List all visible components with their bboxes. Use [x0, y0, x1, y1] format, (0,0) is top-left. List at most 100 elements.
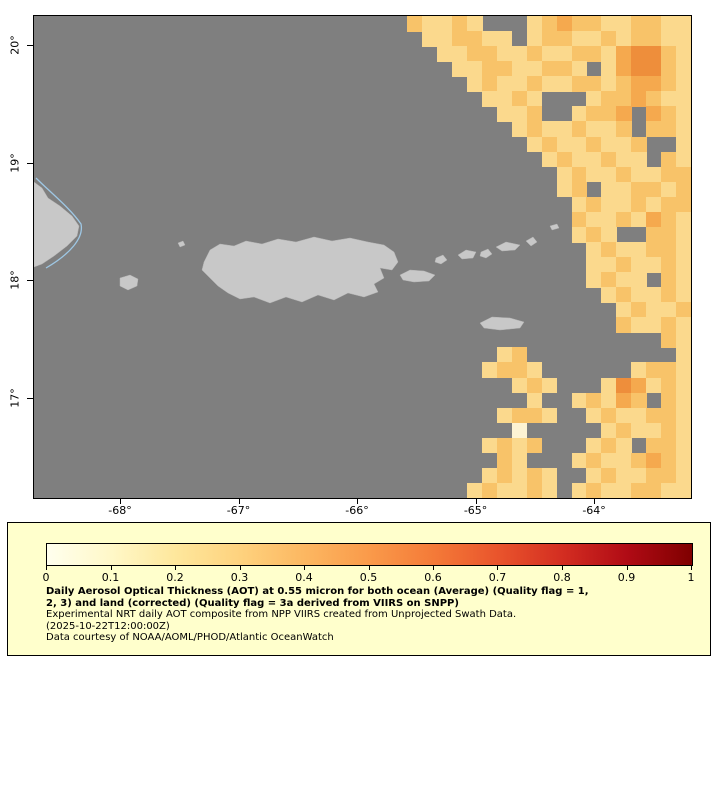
aot-cell — [616, 196, 632, 213]
aot-cell — [511, 422, 528, 439]
colorbar-tick-mark — [562, 566, 563, 570]
aot-cell — [616, 106, 632, 123]
aot-cell — [586, 91, 602, 107]
aot-cell — [661, 377, 677, 394]
aot-cell — [526, 106, 543, 123]
aot-cell — [676, 392, 691, 409]
aot-cell — [496, 452, 513, 469]
aot-cell — [616, 31, 632, 47]
aot-cell — [661, 287, 677, 303]
aot-cell — [676, 362, 691, 379]
aot-cell — [631, 317, 647, 333]
colorbar-tick-mark — [627, 566, 628, 570]
aot-cell — [676, 166, 691, 183]
aot-cell — [496, 437, 513, 454]
aot-cell — [616, 317, 632, 333]
aot-cell — [616, 91, 632, 107]
colorbar-tick-label: 0.7 — [488, 571, 507, 584]
aot-cell — [616, 136, 632, 153]
aot-cell — [586, 452, 602, 469]
aot-cell — [586, 166, 602, 183]
aot-cell — [481, 482, 498, 498]
aot-cell — [437, 16, 453, 32]
aot-cell — [481, 437, 498, 454]
aot-cell — [646, 317, 662, 333]
aot-cell — [661, 16, 677, 32]
aot-cell — [586, 211, 602, 228]
tortola-island — [495, 241, 521, 252]
aot-cell — [646, 241, 662, 258]
aot-cell — [661, 422, 677, 439]
aot-cell — [571, 392, 588, 409]
aot-cell — [601, 467, 617, 484]
aot-cell — [511, 437, 528, 454]
aot-cell — [616, 272, 632, 288]
aot-cell — [646, 452, 662, 469]
aot-cell — [511, 121, 528, 138]
aot-cell — [541, 61, 558, 77]
colorbar-tick-mark — [240, 566, 241, 570]
aot-cell — [676, 467, 691, 484]
aot-cell — [631, 272, 647, 288]
aot-cell — [571, 16, 588, 32]
aot-cell — [526, 362, 543, 379]
aot-cell — [616, 61, 632, 77]
aot-cell — [631, 482, 647, 498]
aot-cell — [646, 46, 662, 62]
aot-cell — [571, 46, 588, 62]
aot-cell — [541, 151, 558, 168]
lon-tick-label: -66° — [345, 504, 369, 517]
aot-cell — [481, 61, 498, 77]
aot-cell — [467, 31, 483, 47]
aot-cell — [661, 272, 677, 288]
colorbar-tick-label: 0.4 — [295, 571, 313, 584]
aot-cell — [676, 422, 691, 439]
aot-cell — [676, 46, 691, 62]
aot-cell — [676, 226, 691, 243]
aot-cell — [571, 61, 588, 77]
aot-cell — [481, 46, 498, 62]
aot-cell — [646, 76, 662, 92]
aot-cell — [556, 151, 573, 168]
aot-cell — [601, 392, 617, 409]
aot-cell — [496, 31, 513, 47]
aot-cell — [616, 407, 632, 424]
aot-cell — [601, 422, 617, 439]
aot-cell — [646, 166, 662, 183]
aot-cell — [631, 91, 647, 107]
aot-cell — [676, 317, 691, 333]
st-john-island — [479, 248, 493, 259]
aot-cell — [407, 16, 423, 32]
aot-cell — [541, 136, 558, 153]
aot-cell — [676, 302, 691, 318]
lat-tick-mark — [27, 163, 33, 164]
aot-cell — [571, 196, 588, 213]
aot-cell — [646, 362, 662, 379]
lat-tick-mark — [27, 45, 33, 46]
aot-cell — [646, 91, 662, 107]
aot-cell — [661, 31, 677, 47]
aot-cell — [676, 31, 691, 47]
aot-cell — [631, 16, 647, 32]
aot-cell — [646, 16, 662, 32]
aot-cell — [661, 302, 677, 318]
aot-cell — [541, 46, 558, 62]
aot-cell — [676, 272, 691, 288]
aot-cell — [616, 151, 632, 168]
aot-cell — [511, 76, 528, 92]
aot-cell — [631, 241, 647, 258]
aot-cell — [571, 166, 588, 183]
aot-cell — [556, 16, 573, 32]
aot-cell — [526, 407, 543, 424]
aot-cell — [467, 46, 483, 62]
aot-cell — [646, 211, 662, 228]
lon-tick-label: -67° — [226, 504, 251, 517]
lat-tick-mark — [27, 280, 33, 281]
aot-cell — [586, 16, 602, 32]
aot-cell — [526, 76, 543, 92]
lat-tick-mark — [27, 398, 33, 399]
aot-cell — [601, 377, 617, 394]
caption-title-line2: 2, 3) and land (corrected) (Quality flag… — [46, 597, 459, 609]
aot-cell — [437, 46, 453, 62]
aot-cell — [601, 106, 617, 123]
